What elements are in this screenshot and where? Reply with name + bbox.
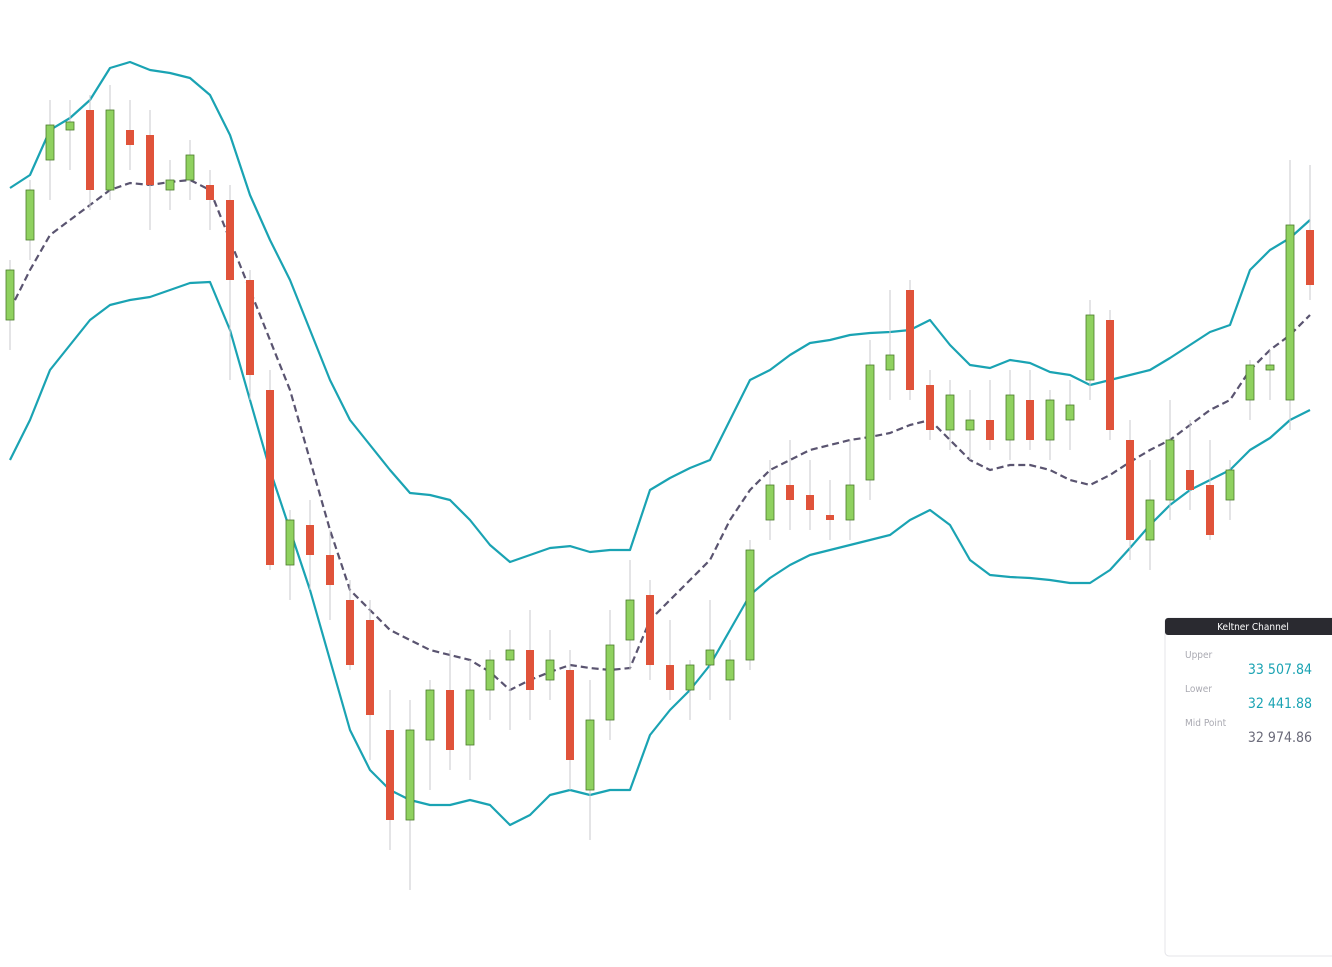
- candle-body: [306, 525, 314, 556]
- candle-body: [86, 110, 94, 191]
- candle-body: [185, 154, 195, 181]
- readout-value: 32 441.88: [1248, 696, 1312, 712]
- candle-body: [1026, 400, 1034, 441]
- candle-body: [285, 519, 295, 566]
- candle-body: [1285, 224, 1295, 401]
- candle-body: [685, 664, 695, 691]
- candle-body: [545, 659, 555, 681]
- candle-body: [885, 354, 895, 371]
- candle-body: [666, 665, 674, 691]
- candle-body: [1085, 314, 1095, 381]
- candle-body: [485, 659, 495, 691]
- candle-body: [266, 390, 274, 566]
- candle-body: [965, 419, 975, 431]
- candle-body: [945, 394, 955, 431]
- candle-body: [1245, 364, 1255, 401]
- readout-label: Lower: [1185, 684, 1212, 695]
- candle-body: [986, 420, 994, 441]
- candle-body: [806, 495, 814, 511]
- candle-body: [1106, 320, 1114, 431]
- candle-body: [1306, 230, 1314, 286]
- plot-area: [5, 60, 1314, 891]
- lower-line: [9, 280, 1311, 827]
- candle-body: [246, 280, 254, 376]
- candle-body: [405, 729, 415, 821]
- candle-body: [646, 595, 654, 666]
- candle-body: [705, 649, 715, 666]
- candle-body: [786, 485, 794, 501]
- candle-body: [45, 124, 55, 161]
- readout-value: 33 507.84: [1248, 662, 1312, 678]
- candle-body: [605, 644, 615, 721]
- candle-body: [1005, 394, 1015, 441]
- candle-body: [585, 719, 595, 791]
- candle-body: [206, 185, 214, 201]
- candle-body: [386, 730, 394, 821]
- candle-body: [566, 670, 574, 761]
- candle-body: [765, 484, 775, 521]
- readout-label: Upper: [1185, 650, 1213, 661]
- candle-body: [865, 364, 875, 481]
- candle-body: [1126, 440, 1134, 541]
- candle-body: [845, 484, 855, 521]
- candle-body: [465, 689, 475, 746]
- candle-body: [1265, 364, 1275, 371]
- candle-body: [1225, 469, 1235, 501]
- candle-body: [505, 649, 515, 661]
- readout-label: Mid Point: [1185, 718, 1227, 729]
- candle-body: [1145, 499, 1155, 541]
- candle-body: [906, 290, 914, 391]
- candle-body: [1065, 404, 1075, 421]
- upper-line: [9, 60, 1311, 564]
- candle-body: [526, 650, 534, 691]
- candle-body: [745, 549, 755, 661]
- candle-body: [326, 555, 334, 586]
- panel-header: [1165, 618, 1332, 635]
- candle-body: [926, 385, 934, 431]
- candle-body: [1045, 399, 1055, 441]
- candle-body: [725, 659, 735, 681]
- candle-body: [425, 689, 435, 741]
- mid-line: [9, 178, 1311, 692]
- candle-body: [366, 620, 374, 716]
- candle-body: [105, 109, 115, 191]
- candle-body: [625, 599, 635, 641]
- readout-value: 32 974.86: [1248, 730, 1312, 746]
- panel-title: Keltner Channel: [1217, 622, 1289, 633]
- candle-body: [1186, 470, 1194, 491]
- candle-body: [226, 200, 234, 281]
- candle-body: [126, 130, 134, 146]
- candle-body: [446, 690, 454, 751]
- candle-body: [65, 121, 75, 131]
- keltner-panel: Keltner Channel Upper 33 507.84 Lower 32 44…: [1164, 617, 1332, 957]
- candle-body: [826, 515, 834, 521]
- candle-body: [5, 269, 15, 321]
- candle-body: [1165, 439, 1175, 501]
- candle-body: [146, 135, 154, 186]
- candle-body: [1206, 485, 1214, 536]
- candle-body: [25, 189, 35, 241]
- candle-body: [165, 179, 175, 191]
- candle-body: [346, 600, 354, 666]
